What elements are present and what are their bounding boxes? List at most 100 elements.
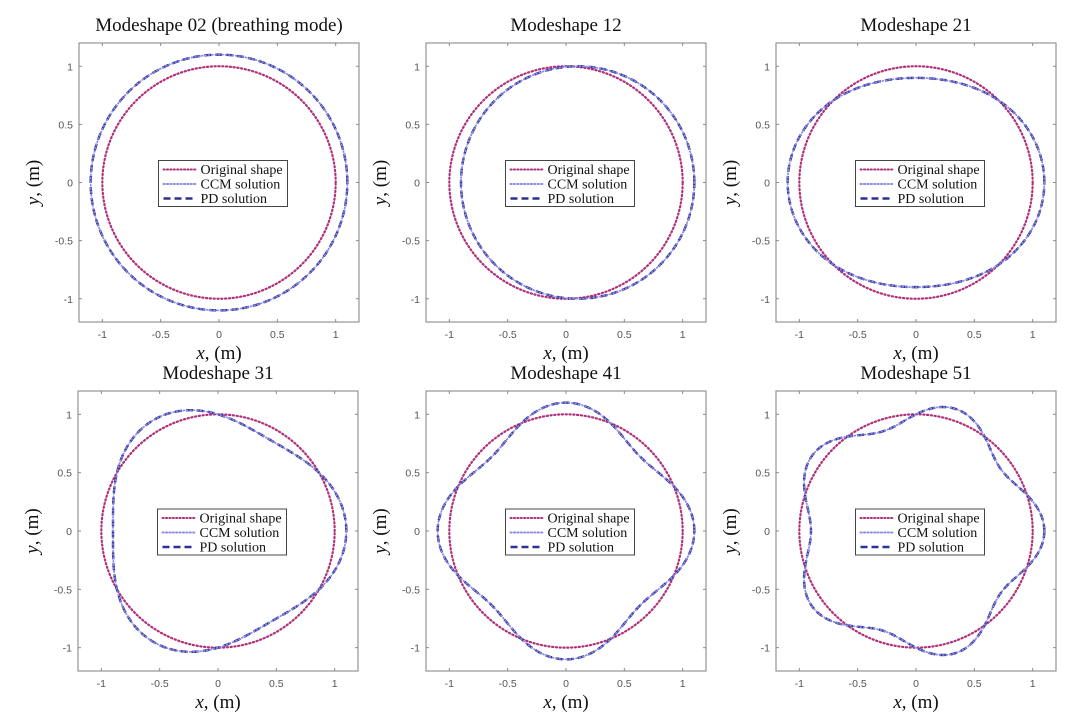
x-tick-label: 0.5: [270, 329, 285, 341]
x-tick-label: 1: [333, 329, 339, 341]
x-axis-label: x, (m): [194, 692, 240, 713]
x-tick-label: -1: [97, 678, 106, 690]
y-tick-label: 0: [67, 178, 73, 190]
x-tick-label: -0.5: [499, 678, 517, 690]
series-ccm-solution-overlay: [460, 65, 696, 300]
x-tick-label: -0.5: [849, 329, 867, 341]
legend-label: CCM solution: [200, 526, 280, 541]
series-ccm-solution-overlay: [436, 401, 696, 661]
series-original-shape: [101, 65, 337, 300]
subplot-title: Modeshape 31: [162, 363, 273, 384]
y-tick-label: -1: [63, 643, 72, 655]
x-tick-label: 0.5: [269, 678, 284, 690]
legend-label: PD solution: [898, 192, 965, 207]
y-axis-label: y, (m): [22, 508, 43, 555]
x-tick-label: 1: [680, 329, 686, 341]
subplot-1: Modeshape 02 (breathing mode) -1 -0.5 0 0.5 1…: [23, 15, 360, 364]
legend-label: Original shape: [200, 512, 282, 527]
series-pd-solution: [786, 76, 1046, 289]
x-tick-label: 0: [913, 678, 919, 690]
subplot-title: Modeshape 41: [510, 363, 621, 384]
x-tick-label: -0.5: [152, 329, 170, 341]
x-tick-label: 0: [563, 678, 569, 690]
y-tick-label: 0.5: [405, 119, 420, 131]
subplot-title: Modeshape 51: [860, 363, 971, 384]
legend-label: Original shape: [201, 163, 283, 178]
series-original-shape: [798, 65, 1034, 300]
y-tick-label: -1: [411, 643, 420, 655]
y-tick-label: 0: [764, 178, 770, 190]
subplot-title: Modeshape 02 (breathing mode): [95, 15, 342, 36]
y-axis-label: y, (m): [720, 160, 741, 207]
series-ccm-solution-overlay: [89, 53, 349, 312]
x-tick-label: -1: [445, 329, 454, 341]
subplot-6: Modeshape 51 -1 -0.5 0 0.5 1 -1 -0.5 0 0.5 1 x, (m)…: [720, 363, 1057, 713]
x-tick-label: 0: [913, 329, 919, 341]
x-tick-label: 0.5: [967, 678, 982, 690]
subplot-4: Modeshape 31 -1 -0.5 0 0.5 1 -1 -0.5 0 0.5 1 x, (m)…: [22, 363, 359, 713]
x-tick-label: -1: [98, 329, 107, 341]
legend-label: Original shape: [898, 163, 980, 178]
series-original-shape: [100, 413, 336, 649]
y-tick-label: 1: [66, 409, 72, 421]
x-tick-label: 1: [1030, 678, 1036, 690]
legend-label: Original shape: [898, 512, 980, 527]
x-tick-label: 0: [215, 678, 221, 690]
y-tick-label: 0.5: [57, 468, 72, 480]
x-tick-label: 0: [563, 329, 569, 341]
y-tick-label: 0.5: [405, 468, 420, 480]
subplot-3: Modeshape 21 -1 -0.5 0 0.5 1 -1 -0.5 0 0.5 1 x, (m)…: [720, 15, 1057, 364]
legend-label: CCM solution: [548, 178, 628, 193]
x-tick-label: -1: [795, 329, 804, 341]
y-tick-label: -1: [761, 643, 770, 655]
x-tick-label: 0: [216, 329, 222, 341]
y-tick-label: 0: [414, 526, 420, 538]
x-tick-label: -1: [795, 678, 804, 690]
series-ccm-solution-overlay: [803, 406, 1046, 656]
x-tick-label: 1: [332, 678, 338, 690]
x-tick-label: -1: [445, 678, 454, 690]
x-tick-label: -0.5: [849, 678, 867, 690]
y-axis-label: y, (m): [370, 160, 391, 207]
legend-label: PD solution: [898, 541, 965, 556]
series-original-shape: [448, 65, 684, 300]
y-tick-label: 0.5: [755, 119, 770, 131]
subplot-title: Modeshape 21: [860, 15, 971, 36]
legend-label: CCM solution: [548, 526, 628, 541]
x-tick-label: 1: [680, 678, 686, 690]
subplot-title: Modeshape 12: [510, 15, 621, 36]
y-axis-label: y, (m): [23, 160, 44, 207]
legend-label: Original shape: [548, 512, 630, 527]
legend-label: PD solution: [548, 192, 615, 207]
x-tick-label: -0.5: [499, 329, 517, 341]
y-tick-label: 1: [764, 409, 770, 421]
y-axis-label: y, (m): [370, 508, 391, 555]
x-tick-label: 0.5: [617, 678, 632, 690]
y-tick-label: -0.5: [54, 584, 72, 596]
y-tick-label: -0.5: [402, 584, 420, 596]
y-tick-label: 1: [764, 61, 770, 73]
subplot-2: Modeshape 12 -1 -0.5 0 0.5 1 -1 -0.5 0 0.5 1 x, (m)…: [370, 15, 707, 364]
x-tick-label: 0.5: [967, 329, 982, 341]
y-tick-label: -1: [411, 294, 420, 306]
x-tick-label: 0.5: [617, 329, 632, 341]
y-tick-label: 0: [764, 526, 770, 538]
x-tick-label: 1: [1030, 329, 1036, 341]
x-axis-label: x, (m): [892, 343, 938, 364]
legend-label: CCM solution: [898, 526, 978, 541]
legend-label: PD solution: [548, 541, 615, 556]
legend-label: PD solution: [200, 541, 267, 556]
y-tick-label: 1: [67, 61, 73, 73]
x-axis-label: x, (m): [892, 692, 938, 713]
y-axis-label: y, (m): [720, 508, 741, 555]
series-original-shape: [798, 413, 1034, 649]
y-tick-label: 0.5: [58, 119, 73, 131]
y-tick-label: -0.5: [752, 584, 770, 596]
y-tick-label: -1: [761, 294, 770, 306]
